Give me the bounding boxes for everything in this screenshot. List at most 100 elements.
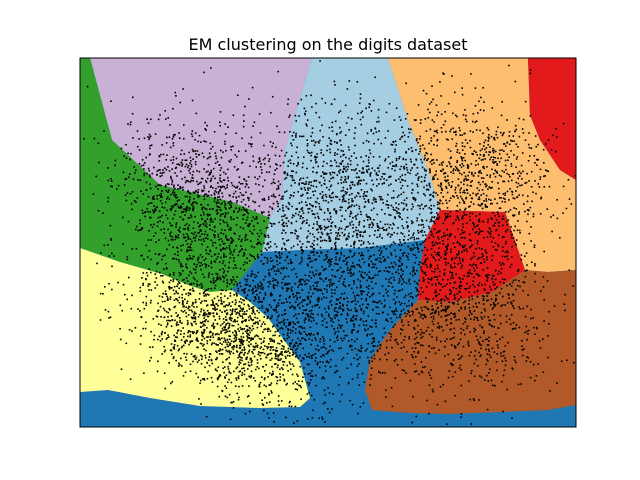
scatter-point: [210, 239, 213, 242]
scatter-point: [236, 284, 239, 287]
scatter-point: [186, 209, 188, 211]
scatter-point: [384, 213, 386, 215]
scatter-point: [306, 356, 308, 358]
scatter-point: [165, 189, 167, 192]
scatter-point: [358, 247, 360, 249]
scatter-point: [452, 287, 455, 289]
scatter-point: [247, 274, 249, 277]
scatter-point: [166, 136, 168, 139]
scatter-point: [270, 352, 273, 355]
scatter-point: [167, 334, 169, 336]
scatter-point: [289, 329, 292, 331]
scatter-point: [241, 359, 243, 362]
scatter-point: [285, 416, 287, 419]
scatter-point: [216, 303, 218, 305]
scatter-point: [365, 299, 367, 302]
scatter-point: [355, 168, 357, 170]
scatter-point: [217, 233, 220, 236]
scatter-point: [227, 327, 230, 330]
scatter-point: [287, 208, 290, 210]
scatter-point: [359, 266, 362, 268]
scatter-point: [251, 312, 253, 315]
scatter-point: [398, 280, 401, 282]
scatter-point: [155, 206, 157, 209]
scatter-point: [300, 359, 303, 362]
scatter-point: [409, 295, 412, 298]
scatter-point: [329, 317, 332, 319]
scatter-point: [163, 309, 166, 312]
scatter-point: [285, 383, 288, 386]
scatter-point: [206, 213, 209, 216]
scatter-point: [274, 279, 276, 281]
scatter-point: [230, 146, 232, 148]
scatter-point: [238, 181, 240, 184]
scatter-point: [417, 283, 419, 286]
scatter-point: [407, 258, 410, 261]
scatter-point: [298, 343, 301, 345]
scatter-point: [186, 205, 188, 208]
scatter-point: [194, 271, 197, 274]
scatter-point: [236, 200, 238, 202]
scatter-point: [163, 316, 166, 318]
scatter-point: [507, 251, 509, 254]
scatter-point: [194, 320, 197, 323]
scatter-point: [368, 106, 370, 109]
scatter-point: [133, 200, 136, 202]
scatter-point: [229, 195, 231, 197]
scatter-point: [130, 307, 133, 310]
scatter-point: [168, 288, 171, 290]
scatter-point: [383, 270, 386, 272]
scatter-point: [267, 198, 270, 200]
scatter-point: [381, 183, 384, 185]
scatter-point: [286, 172, 289, 175]
scatter-point: [191, 340, 194, 342]
scatter-point: [249, 357, 252, 360]
scatter-point: [184, 208, 186, 211]
scatter-point: [324, 370, 327, 372]
scatter-point: [457, 263, 459, 265]
scatter-point: [385, 111, 388, 114]
scatter-point: [237, 168, 239, 170]
scatter-point: [177, 314, 179, 316]
scatter-point: [210, 217, 212, 220]
scatter-point: [433, 244, 436, 246]
scatter-point: [267, 330, 269, 333]
scatter-point: [230, 340, 233, 342]
scatter-point: [304, 354, 306, 356]
scatter-point: [249, 230, 251, 233]
scatter-point: [231, 310, 234, 312]
scatter-point: [356, 233, 359, 236]
scatter-point: [235, 201, 238, 204]
scatter-point: [365, 319, 367, 322]
scatter-point: [306, 204, 308, 206]
scatter-point: [269, 141, 272, 143]
scatter-point: [243, 253, 246, 255]
scatter-point: [247, 304, 249, 306]
scatter-point: [114, 159, 117, 162]
scatter-point: [352, 329, 355, 331]
scatter-point: [411, 182, 414, 185]
scatter-point: [223, 321, 225, 323]
scatter-point: [167, 297, 169, 299]
scatter-point: [371, 308, 374, 311]
scatter-point: [173, 293, 176, 295]
scatter-point: [187, 165, 190, 167]
scatter-point: [254, 335, 256, 338]
scatter-point: [146, 207, 148, 210]
scatter-point: [252, 287, 254, 290]
scatter-point: [221, 240, 224, 243]
scatter-point: [487, 316, 490, 318]
scatter-point: [446, 228, 448, 231]
scatter-point: [400, 328, 402, 330]
scatter-point: [406, 313, 409, 315]
scatter-point: [358, 239, 360, 242]
scatter-point: [266, 354, 269, 356]
scatter-point: [346, 188, 349, 190]
scatter-point: [331, 221, 334, 224]
scatter-point: [218, 353, 221, 355]
scatter-point: [187, 322, 189, 324]
scatter-point: [369, 295, 371, 298]
scatter-point: [168, 285, 171, 288]
scatter-point: [285, 298, 287, 300]
scatter-point: [408, 300, 410, 302]
